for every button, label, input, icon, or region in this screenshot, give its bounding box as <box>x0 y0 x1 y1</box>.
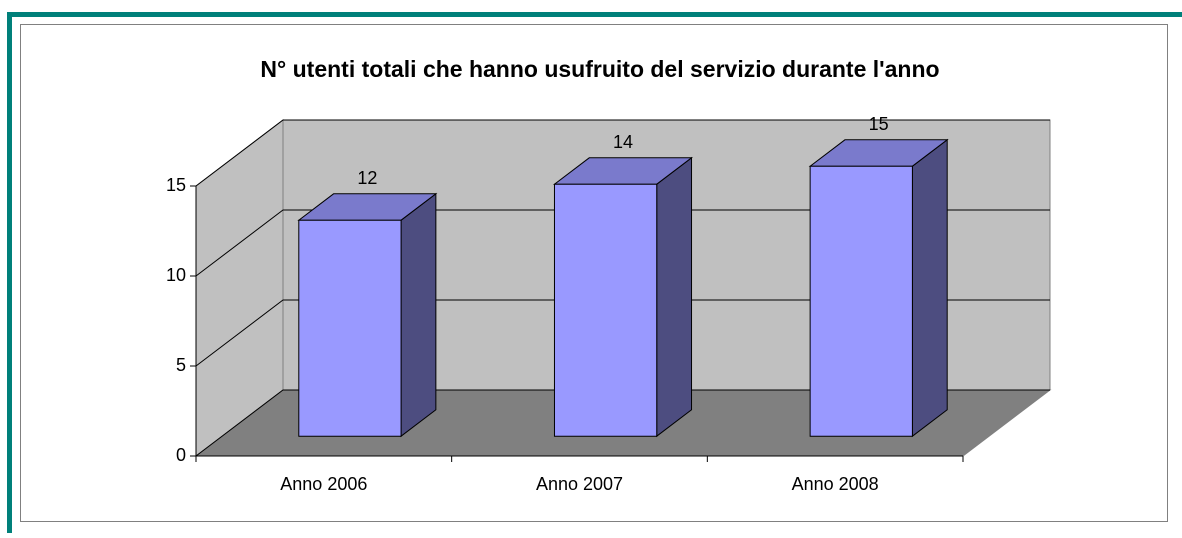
grid-line <box>195 299 1050 367</box>
x-tick-label: Anno 2008 <box>792 474 879 494</box>
data-label: 14 <box>613 132 633 152</box>
y-tick-label: 5 <box>176 355 186 375</box>
y-tick-label: 10 <box>166 265 186 285</box>
frame-left <box>7 12 12 533</box>
y-tick-label: 0 <box>176 445 186 465</box>
x-tick-label: Anno 2006 <box>280 474 367 494</box>
data-label: 15 <box>869 114 889 134</box>
grid-line <box>195 209 1050 277</box>
bar-side <box>911 138 948 438</box>
grid-line <box>195 119 1050 187</box>
frame-top <box>7 12 1182 17</box>
bar <box>298 219 402 437</box>
data-label: 12 <box>357 168 377 188</box>
bar-side <box>400 192 437 438</box>
grid-line <box>195 389 1050 457</box>
chart-title: N° utenti totali che hanno usufruito del… <box>260 56 939 82</box>
x-tick-label: Anno 2007 <box>536 474 623 494</box>
bar-side <box>656 156 693 438</box>
bar <box>553 183 658 437</box>
y-tick-label: 15 <box>166 175 186 195</box>
bar <box>809 165 913 437</box>
